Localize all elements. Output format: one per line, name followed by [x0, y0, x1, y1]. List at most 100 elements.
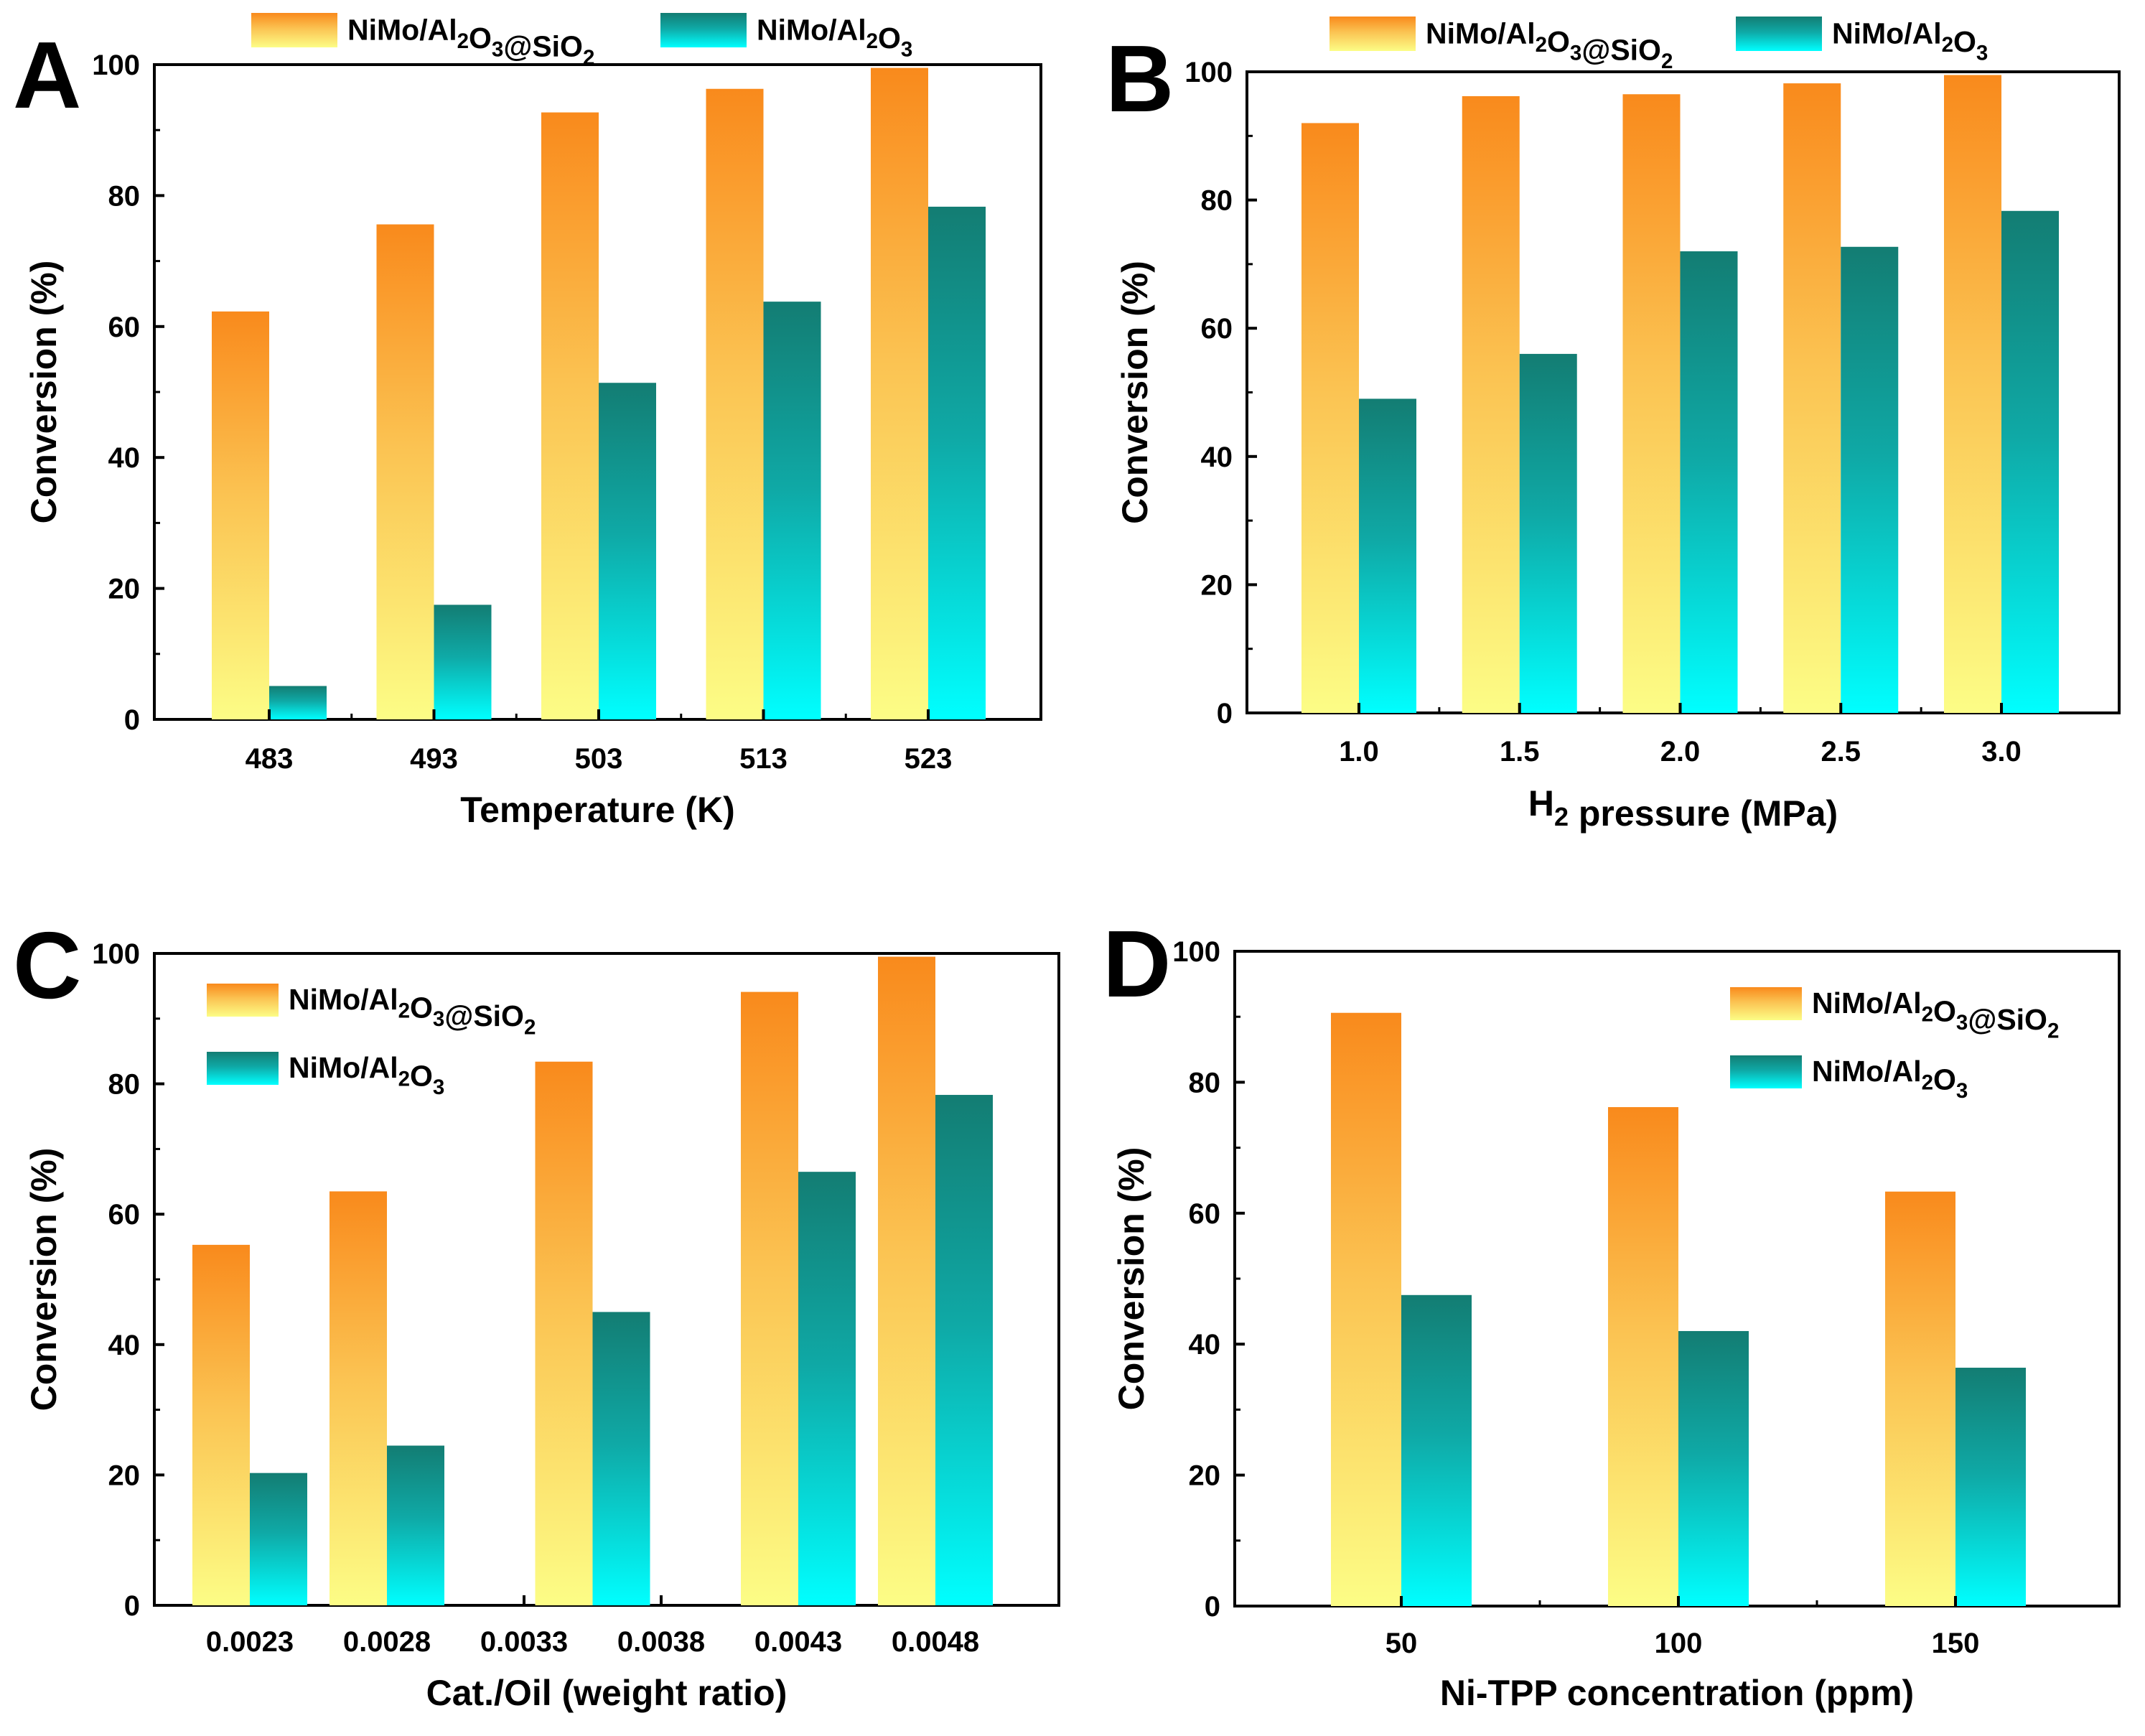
- x-axis-label: Cat./Oil (weight ratio): [426, 1673, 788, 1713]
- legend: NiMo/Al2O3@SiO2 NiMo/Al2O3: [1730, 986, 2059, 1103]
- y-tick-label: 20: [108, 1460, 141, 1491]
- y-tick-label: 80: [1201, 185, 1233, 217]
- legend-swatch-nimo-al2o3: [1730, 1055, 1802, 1088]
- y-tick-label: 0: [124, 1590, 140, 1622]
- y-tick-label: 100: [1184, 57, 1233, 88]
- y-tick-label: 60: [108, 312, 141, 343]
- bar-nimo-al2o3-sio2: [878, 956, 935, 1605]
- x-axis-label: H2 pressure (MPa): [1528, 783, 1838, 834]
- legend-swatch-nimo-al2o3-sio2: [1329, 17, 1416, 51]
- bar-nimo-al2o3-sio2: [871, 67, 928, 719]
- bar-nimo-al2o3-sio2: [1622, 94, 1681, 713]
- y-axis-label: Conversion (%): [24, 1148, 64, 1411]
- panel-A: 0 20 40 60 80 100 Conversion (%) Temperature (K…: [13, 13, 1042, 830]
- bar-nimo-al2o3-sio2: [1302, 123, 1359, 713]
- legend: NiMo/Al2O3@SiO2 NiMo/Al2O3: [207, 983, 536, 1099]
- bar-nimo-al2o3: [1841, 246, 1899, 713]
- x-axis-label: Temperature (K): [460, 790, 734, 830]
- bar-nimo-al2o3: [592, 1312, 650, 1605]
- bar-nimo-al2o3: [763, 302, 821, 719]
- x-tick-label: 503: [575, 743, 623, 775]
- bar-nimo-al2o3: [250, 1473, 307, 1605]
- bar-nimo-al2o3-sio2: [192, 1244, 250, 1605]
- y-axis-label: Conversion (%): [1111, 1147, 1151, 1411]
- legend-swatch-nimo-al2o3-sio2: [207, 984, 279, 1017]
- legend-label-nimo-al2o3: NiMo/Al2O3: [757, 13, 912, 61]
- y-axis-label: Conversion (%): [1115, 261, 1155, 524]
- y-tick-label: 100: [92, 938, 140, 970]
- bar-nimo-al2o3: [928, 206, 986, 719]
- bar-nimo-al2o3-sio2: [1783, 83, 1841, 714]
- bar-nimo-al2o3-sio2: [535, 1061, 593, 1605]
- y-tick-label: 40: [108, 1330, 141, 1361]
- bar-nimo-al2o3-sio2: [741, 991, 798, 1605]
- x-tick-label: 50: [1385, 1628, 1418, 1659]
- legend-swatch-nimo-al2o3: [660, 13, 747, 47]
- y-tick-label: 60: [1189, 1198, 1221, 1230]
- bar-nimo-al2o3: [387, 1445, 444, 1605]
- x-tick-label: 523: [905, 743, 953, 775]
- x-tick-label: 0.0028: [343, 1626, 431, 1658]
- x-tick-label: 513: [739, 743, 788, 775]
- bar-nimo-al2o3-sio2: [706, 88, 764, 719]
- y-tick-label: 60: [1201, 313, 1233, 345]
- y-tick-label: 0: [1217, 698, 1233, 729]
- x-tick-label: 0.0048: [892, 1626, 979, 1658]
- y-tick-label: 20: [108, 574, 141, 605]
- y-tick-label: 100: [1172, 936, 1220, 968]
- bar-nimo-al2o3: [935, 1095, 993, 1605]
- bar-nimo-al2o3-sio2: [541, 112, 599, 720]
- bar-nimo-al2o3-sio2: [212, 311, 269, 720]
- bar-nimo-al2o3: [1955, 1368, 2026, 1606]
- x-tick-label: 0.0023: [206, 1626, 294, 1658]
- legend: NiMo/Al2O3@SiO2 NiMo/Al2O3: [1329, 17, 1988, 73]
- legend-label-nimo-al2o3-sio2: NiMo/Al2O3@SiO2: [1812, 986, 2059, 1042]
- x-tick-label: 1.5: [1500, 736, 1540, 767]
- x-tick-label: 0.0043: [754, 1626, 842, 1658]
- bar-nimo-al2o3: [434, 605, 492, 719]
- y-tick-label: 80: [108, 1069, 141, 1101]
- panel-letter: B: [1106, 26, 1174, 131]
- bar-nimo-al2o3-sio2: [1608, 1107, 1678, 1606]
- y-tick-label: 40: [108, 442, 141, 474]
- x-tick-label: 483: [246, 743, 294, 775]
- y-tick-label: 40: [1189, 1329, 1221, 1361]
- panel-letter: A: [13, 22, 81, 128]
- y-tick-label: 0: [124, 704, 140, 736]
- bar-nimo-al2o3: [798, 1172, 856, 1605]
- legend: NiMo/Al2O3@SiO2 NiMo/Al2O3: [251, 13, 912, 70]
- panel-letter: D: [1103, 911, 1171, 1017]
- bar-nimo-al2o3: [2001, 210, 2059, 713]
- bar-nimo-al2o3-sio2: [1885, 1191, 1955, 1606]
- bar-nimo-al2o3-sio2: [1944, 75, 2001, 714]
- bar-nimo-al2o3-sio2: [1462, 95, 1520, 713]
- bar-nimo-al2o3: [1401, 1294, 1472, 1606]
- legend-label-nimo-al2o3-sio2: NiMo/Al2O3@SiO2: [289, 983, 536, 1039]
- x-tick-label: 493: [410, 743, 458, 775]
- x-axis-label: Ni-TPP concentration (ppm): [1440, 1673, 1914, 1713]
- panel-B: 0 20 40 60 80 100 Conversion (%) H2 pressure (M…: [1106, 17, 2121, 834]
- y-tick-label: 100: [92, 50, 140, 81]
- bar-nimo-al2o3: [599, 383, 656, 719]
- x-tick-label: 1.0: [1339, 736, 1379, 767]
- x-tick-label: 0.0038: [617, 1626, 705, 1658]
- legend-swatch-nimo-al2o3-sio2: [251, 13, 337, 47]
- bar-nimo-al2o3-sio2: [1331, 1012, 1401, 1606]
- bar-nimo-al2o3-sio2: [330, 1191, 387, 1605]
- legend-swatch-nimo-al2o3-sio2: [1730, 987, 1802, 1020]
- y-tick-label: 40: [1201, 442, 1233, 473]
- x-tick-label: 100: [1655, 1628, 1703, 1659]
- bar-nimo-al2o3: [1359, 398, 1416, 713]
- y-tick-label: 0: [1205, 1591, 1220, 1623]
- bar-nimo-al2o3: [269, 686, 327, 719]
- x-tick-label: 2.5: [1821, 736, 1861, 767]
- x-tick-label: 0.0033: [480, 1626, 568, 1658]
- legend-label-nimo-al2o3-sio2: NiMo/Al2O3@SiO2: [347, 13, 594, 69]
- y-tick-label: 60: [108, 1199, 141, 1231]
- legend-label-nimo-al2o3: NiMo/Al2O3: [289, 1051, 444, 1099]
- legend-swatch-nimo-al2o3: [1736, 17, 1822, 51]
- panel-letter: C: [13, 913, 81, 1018]
- y-tick-label: 20: [1201, 569, 1233, 601]
- bar-nimo-al2o3: [1519, 353, 1577, 713]
